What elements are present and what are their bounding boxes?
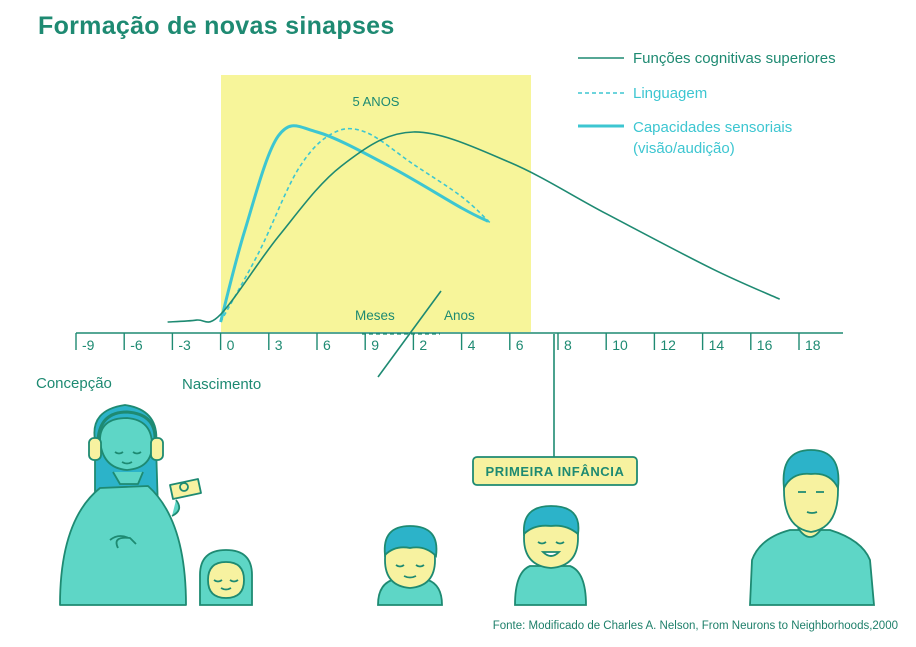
x-tick-label: 6 (323, 337, 331, 353)
series-line (167, 131, 781, 323)
pregnant-woman-illustration (59, 404, 202, 606)
x-tick-label: -3 (178, 337, 191, 353)
toddler-illustration (377, 525, 443, 606)
badge-primeira-infancia: PRIMEIRA INFÂNCIA (472, 456, 638, 486)
badge-label: PRIMEIRA INFÂNCIA (486, 464, 625, 479)
series-line (219, 124, 489, 323)
x-tick-label: 14 (709, 337, 725, 353)
x-tick-label: 2 (419, 337, 427, 353)
legend-label-sensoriais: Capacidades sensoriais (visão/audição) (633, 119, 792, 157)
child-illustration (514, 505, 587, 606)
x-tick-label: 12 (660, 337, 676, 353)
legend-label-cognitivas: Funções cognitivas superiores (633, 50, 836, 67)
x-tick-label: 16 (757, 337, 773, 353)
x-tick-label: -9 (82, 337, 95, 353)
x-tick-label: 4 (468, 337, 476, 353)
unit-label-meses: Meses (355, 308, 395, 323)
x-tick-label: 3 (275, 337, 283, 353)
series-group (167, 124, 781, 323)
annotation-concepcao: Concepção (36, 375, 112, 392)
x-tick-label: 8 (564, 337, 572, 353)
highlight-label: 5 ANOS (353, 94, 400, 109)
legend-label-linguagem: Linguagem (633, 85, 707, 102)
x-tick-label: 0 (227, 337, 235, 353)
unit-divider-slash (377, 290, 442, 378)
source-credit: Fonte: Modificado de Charles A. Nelson, … (492, 620, 898, 632)
series-line (219, 127, 492, 323)
legend-label-sensoriais-text: Capacidades sensoriais (633, 119, 792, 136)
x-axis-ticks: -9 -6 -3 0 3 6 9 2 4 6 8 10 12 14 16 18 (75, 333, 821, 353)
annotation-nascimento: Nascimento (182, 376, 261, 393)
chart-title: Formação de novas sinapses (38, 12, 395, 40)
teen-illustration (749, 449, 875, 606)
x-tick-label: 6 (516, 337, 524, 353)
x-tick-label: 18 (805, 337, 821, 353)
legend: Funções cognitivas superiores Linguagem … (578, 50, 836, 157)
legend-label-sensoriais-line2: (visão/audição) (633, 140, 735, 157)
unit-label-anos: Anos (444, 308, 475, 323)
x-tick-label: 10 (612, 337, 628, 353)
baby-illustration (199, 549, 253, 606)
x-tick-label: 9 (371, 337, 379, 353)
x-tick-label: -6 (130, 337, 143, 353)
highlight-band (221, 75, 531, 332)
